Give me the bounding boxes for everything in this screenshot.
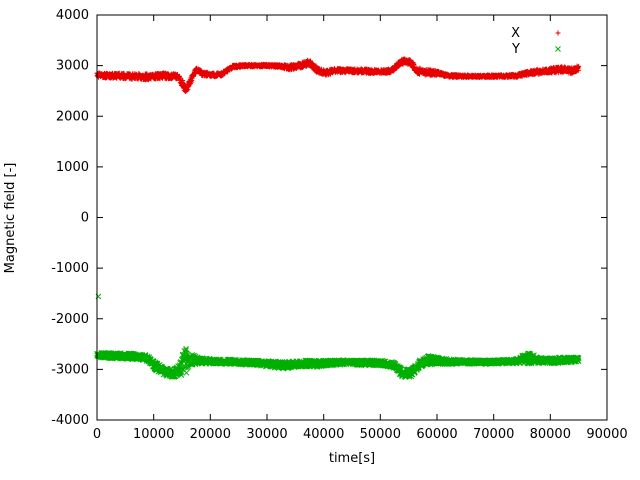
y-tick-label: -1000 bbox=[51, 261, 89, 276]
series-y-points bbox=[94, 293, 582, 380]
legend-marker-y-cross-icon bbox=[555, 46, 561, 52]
x-tick-label: 60000 bbox=[416, 427, 457, 442]
x-tick-label: 40000 bbox=[303, 427, 344, 442]
legend-label-y: Y bbox=[511, 42, 520, 57]
y-tick-label: -3000 bbox=[51, 362, 89, 377]
legend-marker-x-plus-icon bbox=[555, 30, 561, 36]
y-tick-label: 2000 bbox=[56, 109, 89, 124]
series-layer bbox=[94, 56, 582, 380]
x-tick-label: 80000 bbox=[530, 427, 571, 442]
series-x-points bbox=[94, 56, 582, 94]
y-tick-label: 3000 bbox=[56, 59, 89, 74]
x-tick-label: 30000 bbox=[246, 427, 287, 442]
y-tick-label: -2000 bbox=[51, 312, 89, 327]
y-tick-label: 4000 bbox=[56, 8, 89, 23]
plot-border-and-ticks bbox=[96, 14, 608, 421]
x-tick-label: 70000 bbox=[473, 427, 514, 442]
y-axis-title: Magnetic field [-] bbox=[3, 163, 18, 274]
legend-label-x: X bbox=[511, 26, 520, 41]
legend: X Y bbox=[511, 26, 561, 57]
x-tick-label: 10000 bbox=[133, 427, 174, 442]
x-tick-label: 90000 bbox=[586, 427, 627, 442]
x-axis-title: time[s] bbox=[329, 451, 375, 466]
y-tick-label: -4000 bbox=[51, 413, 89, 428]
x-tick-label: 50000 bbox=[360, 427, 401, 442]
x-tick-label: 0 bbox=[93, 427, 101, 442]
x-tick-label: 20000 bbox=[190, 427, 231, 442]
y-tick-label: 1000 bbox=[56, 160, 89, 175]
y-tick-label: 0 bbox=[81, 211, 89, 226]
axes-layer: 0 10000 20000 30000 40000 50000 60000 70000 8000… bbox=[51, 8, 627, 442]
